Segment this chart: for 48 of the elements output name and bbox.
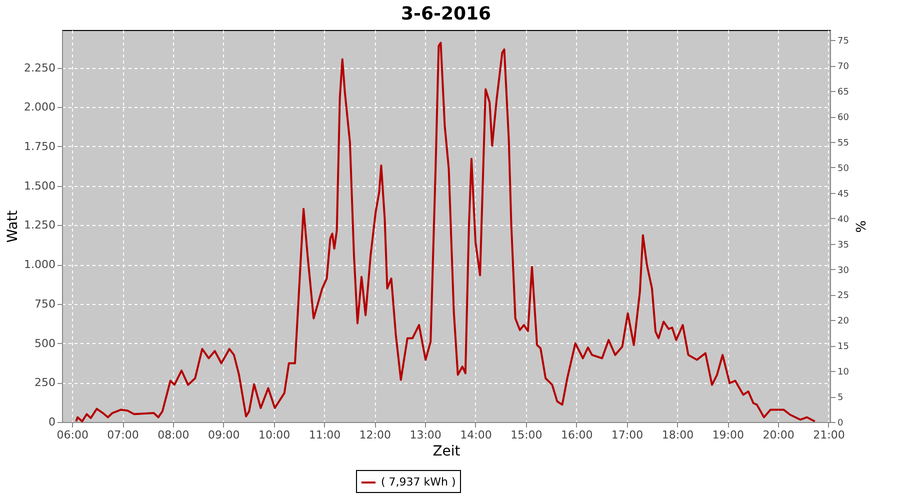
y-tick-label: 1.500 xyxy=(24,179,56,192)
y2-tick-label: 25 xyxy=(838,291,849,302)
y-tick-label: 750 xyxy=(34,297,56,310)
x-tick-label: 08:00 xyxy=(158,428,190,442)
y2-tick-label: 20 xyxy=(838,316,850,327)
y2-tick-label: 50 xyxy=(838,164,850,174)
y2-tick-label: 35 xyxy=(838,240,849,250)
y2-tick-label: 0 xyxy=(838,418,844,428)
x-tick-label: 12:00 xyxy=(359,428,391,442)
y-tick-label: 1.000 xyxy=(24,258,56,272)
y-tick-label: 250 xyxy=(34,376,56,390)
x-tick-label: 09:00 xyxy=(208,428,240,442)
y2-tick-label: 5 xyxy=(838,393,844,404)
y2-tick-label: 70 xyxy=(838,62,850,72)
y2-tick-label: 15 xyxy=(838,342,849,352)
x-tick-label: 07:00 xyxy=(107,428,139,442)
x-tick-label: 06:00 xyxy=(56,428,88,442)
x-tick-label: 16:00 xyxy=(561,428,593,442)
legend-label: ( 7,937 kWh ) xyxy=(381,476,456,488)
y2-axis-title: % xyxy=(852,220,867,233)
y2-tick-label: 65 xyxy=(838,88,849,98)
x-tick-label: 10:00 xyxy=(258,428,290,442)
y-tick-label: 1.250 xyxy=(24,218,56,232)
x-tick-label: 21:00 xyxy=(813,428,845,442)
y2-tick-label: 30 xyxy=(838,266,850,276)
y-tick-label: 1.750 xyxy=(24,140,56,153)
x-tick-label: 19:00 xyxy=(712,428,744,442)
y-axis-title: Watt xyxy=(5,210,22,243)
y-tick-label: 2.000 xyxy=(24,100,56,114)
y-tick-label: 500 xyxy=(34,336,56,350)
x-tick-label: 14:00 xyxy=(460,428,492,442)
y2-tick-label: 45 xyxy=(838,189,849,200)
y-tick-label: 2.250 xyxy=(24,61,56,74)
y2-tick-label: 40 xyxy=(838,214,850,225)
y-tick-label: 0 xyxy=(48,416,56,428)
y2-tick-label: 10 xyxy=(838,368,850,378)
x-tick-label: 11:00 xyxy=(308,428,341,442)
y2-tick-label: 60 xyxy=(838,113,850,124)
y2-tick-label: 55 xyxy=(838,138,849,148)
y2-tick-label: 75 xyxy=(838,36,849,47)
x-tick-label: 18:00 xyxy=(662,428,694,442)
x-tick-label: 17:00 xyxy=(611,428,644,442)
x-tick-label: 13:00 xyxy=(410,428,442,442)
chart-title: 3-6-2016 xyxy=(400,3,492,24)
line-series xyxy=(75,42,816,422)
x-tick-label: 20:00 xyxy=(762,428,794,442)
x-axis-title: Zeit xyxy=(432,444,461,460)
x-tick-label: 15:00 xyxy=(510,428,542,442)
